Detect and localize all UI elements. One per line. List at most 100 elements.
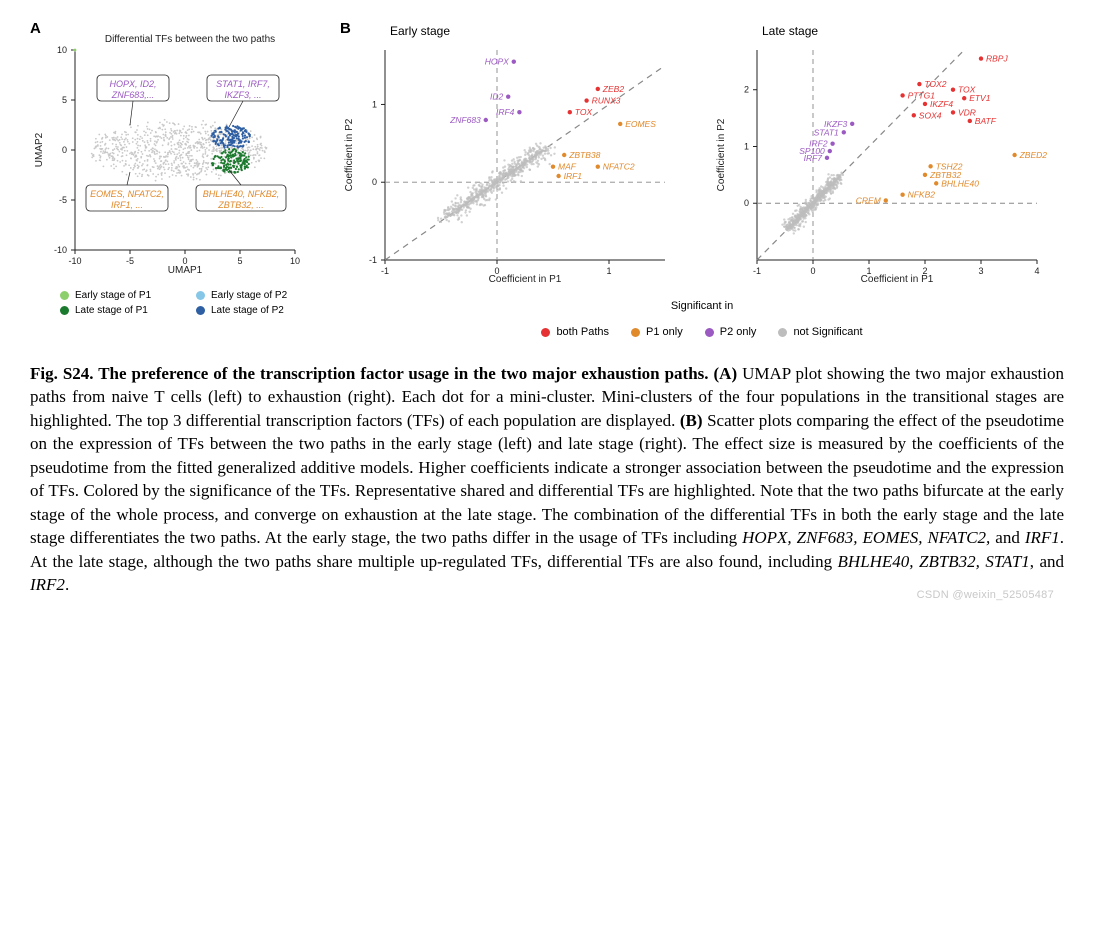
legend-both: both Paths — [541, 326, 609, 338]
svg-text:5: 5 — [237, 256, 242, 266]
caption-and2: , and — [1030, 552, 1064, 571]
caption-genes-late: BHLHE40, ZBTB32, STAT1 — [838, 552, 1030, 571]
scatter-early-svg: -101-101HOPXID2IRF4ZNF683ZEB2RUNX3TOXEOM… — [340, 40, 680, 285]
svg-text:ETV1: ETV1 — [969, 93, 991, 103]
svg-text:10: 10 — [290, 256, 300, 266]
svg-text:IKZF4: IKZF4 — [930, 99, 953, 109]
legend-early-p1: Early stage of P1 — [60, 290, 184, 301]
scatter-late-title: Late stage — [762, 24, 1064, 38]
legend-late-p2-label: Late stage of P2 — [211, 305, 284, 316]
legend-late-p1-label: Late stage of P1 — [75, 305, 148, 316]
svg-text:RBPJ: RBPJ — [986, 54, 1008, 64]
scatter-late-svg: -101234012RBPJTOX2TOXPTTG1ETV1IKZF4VDRSO… — [712, 40, 1052, 285]
panel-b-legend: both Paths P1 only P2 only not Significa… — [340, 326, 1064, 338]
svg-text:-10: -10 — [54, 245, 67, 255]
svg-text:IKZF3, ...: IKZF3, ... — [224, 90, 261, 100]
legend-late-p1: Late stage of P1 — [60, 305, 184, 316]
legend-late-p2: Late stage of P2 — [196, 305, 320, 316]
svg-text:RUNX3: RUNX3 — [592, 96, 621, 106]
svg-text:IRF1: IRF1 — [564, 171, 583, 181]
svg-text:IRF7: IRF7 — [804, 153, 823, 163]
caption-and1: and — [990, 528, 1025, 547]
figure-caption: Fig. S24. The preference of the transcri… — [30, 362, 1064, 597]
svg-text:3: 3 — [978, 266, 983, 276]
scatter-early-xlabel: Coefficient in P1 — [489, 274, 562, 285]
panel-b-legend-title: Significant in — [340, 300, 1064, 312]
legend-both-label: both Paths — [556, 326, 609, 338]
svg-text:NFATC2: NFATC2 — [603, 162, 635, 172]
panel-b: B Early stage -101-101HOPXID2IRF4ZNF683Z… — [340, 20, 1064, 338]
svg-text:EOMES: EOMES — [625, 119, 656, 129]
svg-text:-1: -1 — [369, 255, 377, 265]
svg-text:CREM: CREM — [856, 195, 882, 205]
scatter-late-xlabel: Coefficient in P1 — [861, 274, 934, 285]
svg-text:BHLHE40, NFKB2,: BHLHE40, NFKB2, — [203, 189, 280, 199]
svg-text:0: 0 — [744, 198, 749, 208]
svg-text:-1: -1 — [381, 266, 389, 276]
svg-text:ZNF683,...: ZNF683,... — [111, 90, 155, 100]
svg-text:1: 1 — [372, 99, 377, 109]
legend-p2: P2 only — [705, 326, 757, 338]
legend-ns-label: not Significant — [793, 326, 862, 338]
svg-text:TOX2: TOX2 — [924, 79, 946, 89]
umap-ylabel: UMAP2 — [34, 132, 45, 167]
svg-text:ZBED2: ZBED2 — [1019, 150, 1048, 160]
scatter-early-ylabel: Coefficient in P2 — [344, 118, 355, 191]
scatter-early-title: Early stage — [390, 24, 692, 38]
svg-text:EOMES, NFATC2,: EOMES, NFATC2, — [90, 189, 164, 199]
scatter-late: Late stage -101234012RBPJTOX2TOXPTTG1ETV… — [712, 24, 1064, 290]
figure-page: A Differential TFs between the two paths… — [30, 20, 1064, 597]
svg-text:IRF4: IRF4 — [496, 107, 515, 117]
svg-text:NFKB2: NFKB2 — [908, 190, 936, 200]
legend-early-p2-label: Early stage of P2 — [211, 290, 287, 301]
svg-text:-10: -10 — [68, 256, 81, 266]
caption-gene-irf1: IRF1 — [1025, 528, 1060, 547]
legend-ns: not Significant — [778, 326, 862, 338]
caption-b-lead: (B) — [680, 411, 703, 430]
scatter-early: Early stage -101-101HOPXID2IRF4ZNF683ZEB… — [340, 24, 692, 290]
svg-text:1: 1 — [606, 266, 611, 276]
watermark: CSDN @weixin_52505487 — [917, 589, 1054, 601]
svg-text:TOX: TOX — [575, 107, 593, 117]
panel-a-label: A — [30, 20, 41, 37]
svg-text:STAT1, IRF7,: STAT1, IRF7, — [216, 79, 270, 89]
figure-panels: A Differential TFs between the two paths… — [30, 20, 1064, 338]
caption-b1: Scatter plots comparing the effect of th… — [30, 411, 1064, 547]
caption-title: The preference of the transcription fact… — [98, 364, 708, 383]
caption-period: . — [65, 575, 69, 594]
svg-text:HOPX, ID2,: HOPX, ID2, — [109, 79, 156, 89]
scatter-late-ylabel: Coefficient in P2 — [716, 118, 727, 191]
panel-a: A Differential TFs between the two paths… — [30, 20, 320, 338]
svg-text:-5: -5 — [126, 256, 134, 266]
panel-a-legend: Early stage of P1 Early stage of P2 Late… — [30, 290, 320, 316]
svg-text:BATF: BATF — [975, 116, 997, 126]
svg-text:2: 2 — [744, 85, 749, 95]
caption-gene-irf2: IRF2 — [30, 575, 65, 594]
legend-p1: P1 only — [631, 326, 683, 338]
svg-text:0: 0 — [372, 177, 377, 187]
legend-p2-label: P2 only — [720, 326, 757, 338]
svg-text:HOPX: HOPX — [485, 57, 509, 67]
caption-fig-no: Fig. S24. — [30, 364, 94, 383]
legend-early-p1-label: Early stage of P1 — [75, 290, 151, 301]
svg-text:-1: -1 — [753, 266, 761, 276]
svg-text:-5: -5 — [59, 195, 67, 205]
svg-text:SOX4: SOX4 — [919, 110, 942, 120]
umap-xlabel: UMAP1 — [168, 265, 203, 276]
scatter-row: Early stage -101-101HOPXID2IRF4ZNF683ZEB… — [340, 24, 1064, 290]
caption-a-lead: (A) — [714, 364, 738, 383]
svg-text:ID2: ID2 — [490, 92, 504, 102]
legend-early-p2: Early stage of P2 — [196, 290, 320, 301]
svg-text:0: 0 — [810, 266, 815, 276]
svg-text:ZEB2: ZEB2 — [602, 84, 625, 94]
caption-genes-early: HOPX, ZNF683, EOMES, NFATC2, — [742, 528, 990, 547]
legend-p1-label: P1 only — [646, 326, 683, 338]
svg-text:IRF1, ...: IRF1, ... — [111, 200, 143, 210]
svg-text:STAT1: STAT1 — [814, 127, 839, 137]
svg-text:ZBTB38: ZBTB38 — [568, 150, 600, 160]
panel-b-label: B — [340, 20, 351, 37]
umap-plot: Differential TFs between the two paths -… — [30, 30, 320, 278]
svg-text:0: 0 — [62, 145, 67, 155]
svg-text:VDR: VDR — [958, 107, 976, 117]
svg-text:5: 5 — [62, 95, 67, 105]
